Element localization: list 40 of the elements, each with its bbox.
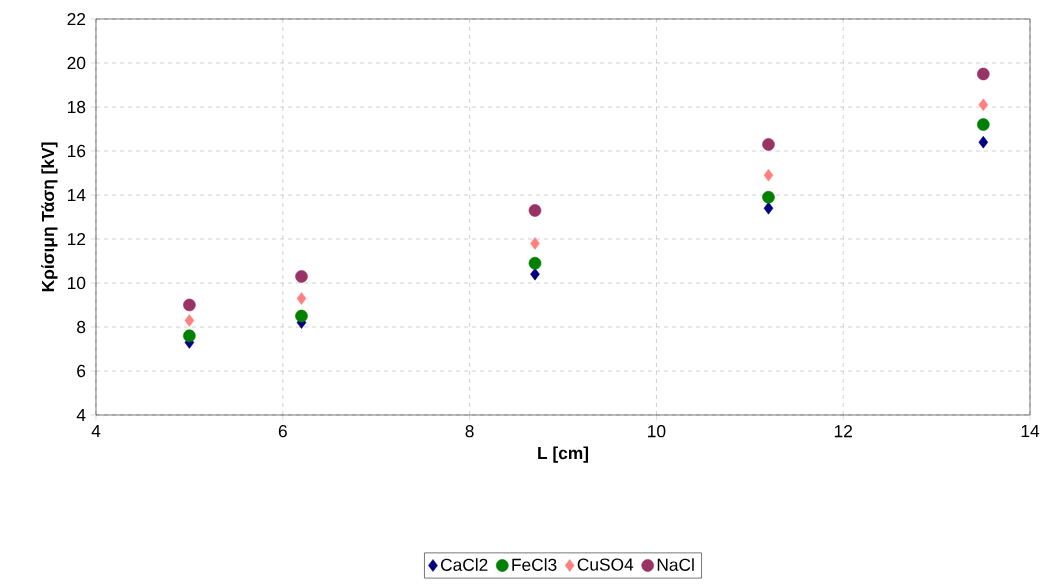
- point: [762, 138, 775, 151]
- y-axis-title: Κρίσιμη Τάση [kV]: [41, 142, 58, 292]
- y-tick-label: 20: [67, 56, 86, 70]
- point: [978, 135, 989, 149]
- x-tick-label: 12: [834, 425, 852, 438]
- point: [183, 298, 196, 312]
- point: [530, 267, 540, 281]
- point: [296, 292, 307, 305]
- y-tick-label: 18: [68, 100, 86, 114]
- x-tick-label: 14: [1021, 425, 1040, 437]
- point: [977, 118, 990, 131]
- legend-label: FeCl3: [512, 558, 557, 571]
- point: [184, 314, 195, 327]
- y-tick-label: 12: [68, 232, 86, 246]
- x-tick-label: 4: [91, 425, 101, 437]
- y-tick-label: 8: [77, 320, 86, 334]
- y-tick-label: 16: [68, 144, 86, 158]
- legend-label: CaCl2: [441, 558, 488, 571]
- y-tick-label: 6: [77, 364, 86, 378]
- point: [762, 190, 775, 204]
- x-tick-label: 6: [278, 425, 287, 438]
- point: [978, 98, 989, 112]
- legend-label: NaCl: [657, 558, 694, 571]
- point: [295, 270, 308, 283]
- point: [763, 201, 774, 215]
- y-tick-label: 10: [68, 276, 86, 290]
- y-tick-label: 14: [68, 189, 86, 201]
- point: [977, 67, 990, 81]
- legend-label: CuSO4: [577, 558, 634, 571]
- point: [530, 237, 540, 250]
- point: [528, 204, 542, 217]
- y-tick-label: 4: [76, 409, 86, 421]
- y-tick-label: 22: [67, 12, 86, 26]
- point: [295, 309, 308, 323]
- x-tick-label: 10: [648, 425, 666, 438]
- point: [183, 329, 196, 343]
- point: [763, 168, 774, 182]
- x-tick-label: 8: [465, 425, 474, 438]
- point: [528, 256, 542, 270]
- x-axis-title: L [cm]: [538, 446, 589, 463]
